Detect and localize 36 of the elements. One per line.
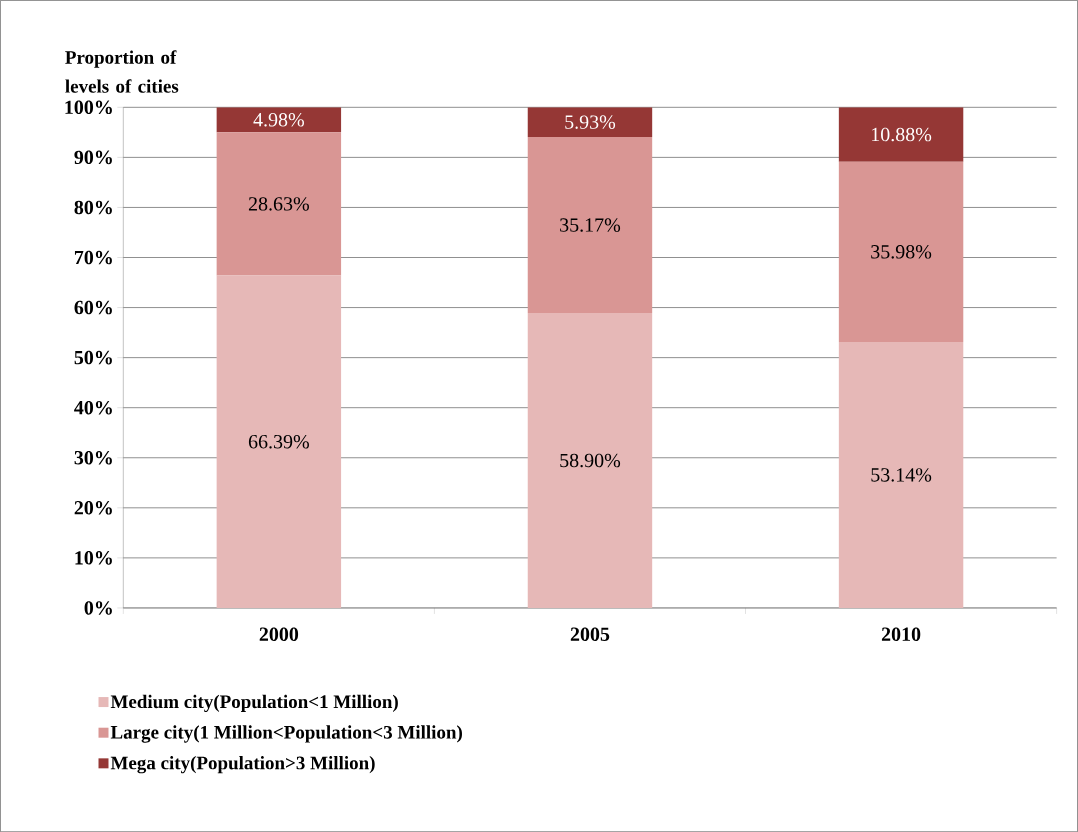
legend-label: Large city(1 Million<Population<3 Million) xyxy=(110,725,462,743)
data-label: 5.93% xyxy=(565,115,616,129)
bar xyxy=(527,107,653,137)
data-label: 58.90% xyxy=(560,453,621,468)
legend-label: Mega city(Population>3 Million) xyxy=(110,755,375,774)
bar xyxy=(838,341,964,608)
data-label: 10.88% xyxy=(872,127,932,142)
data-label: 53.14% xyxy=(871,468,932,482)
data-label: 66.39% xyxy=(248,434,309,449)
y-tick-label: 100% xyxy=(65,100,112,115)
y-tick-label: 50% xyxy=(74,350,112,365)
bar xyxy=(838,107,964,162)
x-tick-label: 2005 xyxy=(570,627,610,641)
y-axis-title: Proportion of levels of cities xyxy=(65,50,179,93)
bar xyxy=(216,132,342,276)
x-tick-label: 2000 xyxy=(259,627,299,641)
y-tick-label: 60% xyxy=(74,300,112,315)
x-tick-label: 2010 xyxy=(881,627,921,641)
bar xyxy=(527,136,653,313)
data-label: 4.98% xyxy=(253,112,304,127)
y-tick-label: 40% xyxy=(74,400,112,415)
y-tick-label: 70% xyxy=(74,250,112,265)
bar xyxy=(216,107,342,133)
y-tick-label: 30% xyxy=(74,450,112,465)
bar xyxy=(216,275,342,608)
y-tick-label: 20% xyxy=(74,500,112,515)
bar xyxy=(527,312,653,608)
y-tick-label: 0% xyxy=(84,601,112,615)
data-label: 35.17% xyxy=(560,218,621,232)
data-label: 35.98% xyxy=(871,244,932,259)
legend-label: Medium city(Population<1 Million) xyxy=(110,694,398,712)
data-label: 28.63% xyxy=(248,197,309,211)
y-tick-label: 10% xyxy=(75,551,112,565)
y-tick-label: 80% xyxy=(74,200,112,215)
y-tick-label: 90% xyxy=(74,150,112,165)
bar xyxy=(838,161,964,342)
